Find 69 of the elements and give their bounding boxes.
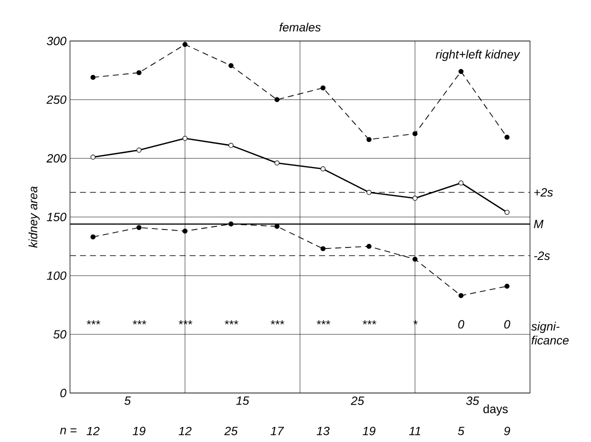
point bbox=[136, 70, 142, 76]
ref-line-label: +2s bbox=[534, 188, 553, 197]
annotation: *** bbox=[132, 320, 146, 324]
point bbox=[90, 74, 96, 80]
annotation: *** bbox=[86, 320, 100, 324]
text: signi-ficance bbox=[531, 322, 569, 345]
point bbox=[182, 136, 188, 141]
y-tick-label: 200 bbox=[46, 154, 66, 163]
annotation: *** bbox=[178, 320, 192, 324]
point bbox=[136, 225, 142, 230]
x-tick-label: 15 bbox=[236, 396, 250, 405]
point bbox=[320, 166, 326, 172]
text: 12 bbox=[178, 426, 192, 436]
point bbox=[366, 190, 372, 195]
text: 17 bbox=[270, 426, 284, 436]
chart-title: females bbox=[279, 22, 321, 32]
annotation: *** bbox=[362, 320, 376, 324]
point bbox=[90, 154, 96, 160]
point bbox=[136, 148, 142, 153]
y-axis-title: kidney area bbox=[28, 186, 40, 248]
text: n = bbox=[60, 428, 76, 434]
text: 12 bbox=[86, 426, 100, 436]
point bbox=[90, 234, 96, 240]
annotation: *** bbox=[316, 320, 330, 324]
text: 13 bbox=[316, 426, 330, 436]
point bbox=[320, 85, 326, 90]
ref-line-label: M bbox=[534, 220, 544, 228]
text: 5 bbox=[458, 426, 464, 436]
annotation: 0 bbox=[458, 320, 464, 329]
annotation: *** bbox=[270, 320, 284, 324]
point bbox=[458, 180, 464, 186]
point bbox=[504, 210, 510, 215]
y-tick-label: 300 bbox=[46, 36, 66, 46]
point bbox=[228, 222, 234, 227]
text: 11 bbox=[409, 426, 420, 436]
point bbox=[366, 244, 372, 249]
annotation: *** bbox=[224, 320, 238, 324]
annotation: * bbox=[413, 320, 418, 324]
point bbox=[458, 69, 464, 74]
point bbox=[458, 293, 464, 298]
annotation: 0 bbox=[504, 320, 510, 329]
point bbox=[182, 228, 188, 234]
annotation: right+left kidney bbox=[436, 50, 520, 61]
text: 9 bbox=[504, 426, 510, 436]
text: 25 bbox=[224, 426, 238, 436]
point bbox=[504, 134, 510, 140]
point bbox=[320, 246, 326, 252]
text: 19 bbox=[132, 426, 146, 436]
point bbox=[182, 42, 188, 48]
point bbox=[366, 137, 372, 142]
y-tick-label: 0 bbox=[60, 388, 66, 398]
point bbox=[412, 196, 418, 201]
point bbox=[504, 284, 510, 289]
point bbox=[412, 256, 418, 262]
point bbox=[228, 63, 234, 68]
x-axis-title: days bbox=[483, 404, 508, 416]
x-tick-label: 25 bbox=[350, 396, 364, 405]
x-tick-label: 35 bbox=[466, 396, 480, 405]
point bbox=[274, 97, 280, 102]
text: 19 bbox=[362, 426, 376, 436]
y-tick-label: 50 bbox=[53, 330, 66, 339]
point bbox=[274, 160, 280, 166]
point bbox=[412, 131, 418, 136]
y-tick-label: 250 bbox=[46, 95, 66, 104]
point bbox=[228, 142, 234, 148]
ref-line-label: -2s bbox=[534, 251, 550, 260]
x-tick-label: 5 bbox=[124, 396, 131, 405]
y-tick-label: 100 bbox=[46, 271, 66, 280]
y-tick-label: 150 bbox=[46, 212, 66, 222]
